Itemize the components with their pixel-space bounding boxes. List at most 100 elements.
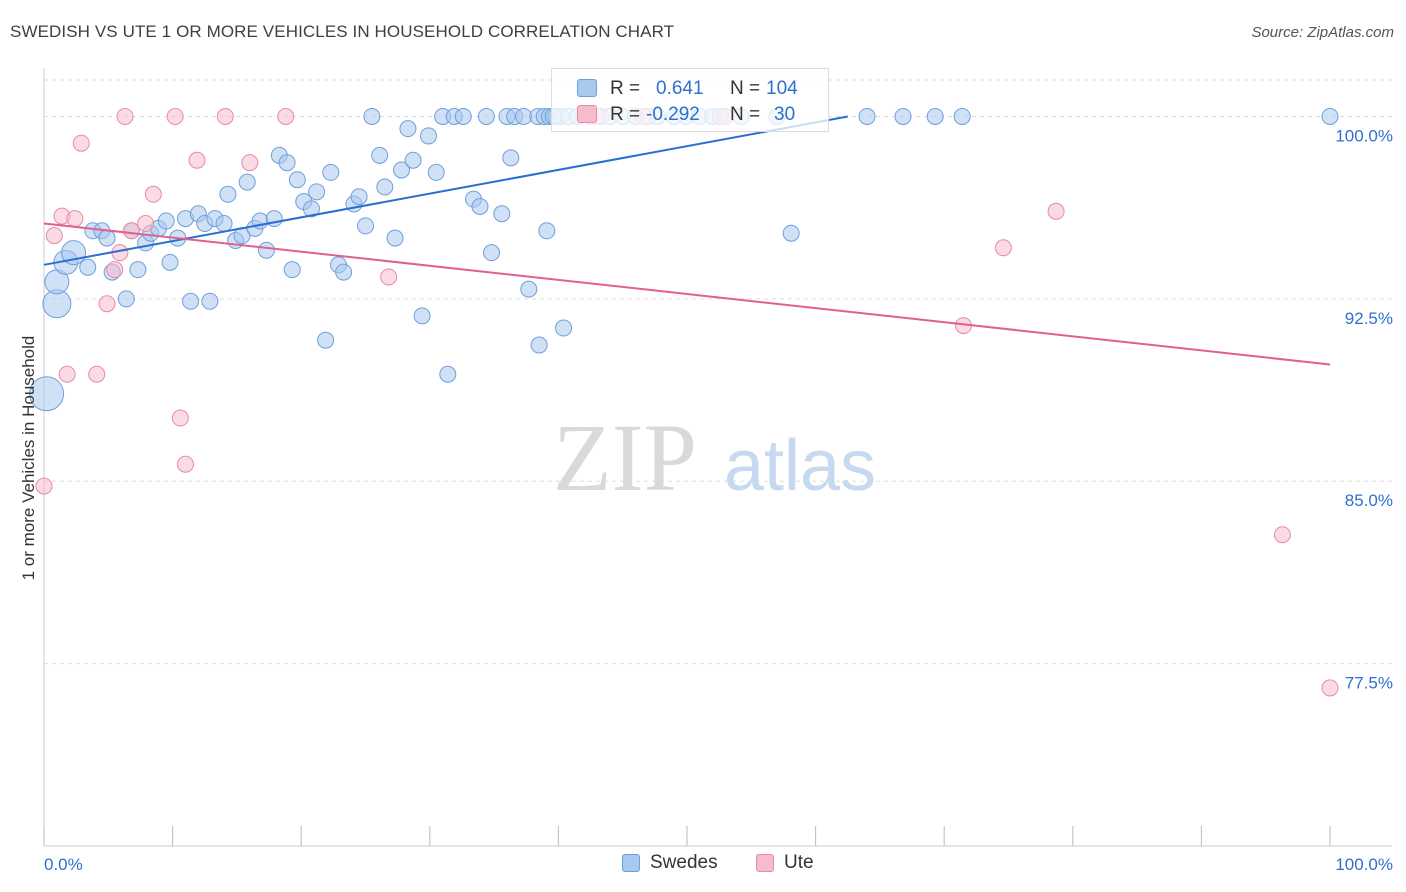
- legend-label-swedes: Swedes: [650, 852, 718, 873]
- data-points: [29, 107, 1339, 697]
- y-axis-label: 1 or more Vehicles in Household: [19, 336, 38, 581]
- swedes-point: [538, 222, 556, 240]
- swedes-point: [288, 171, 306, 189]
- swedes-point: [98, 229, 116, 247]
- swedes-point: [483, 244, 501, 262]
- swedes-trend-line: [43, 115, 848, 266]
- swedes-point: [257, 241, 275, 259]
- legend-label-ute: Ute: [784, 852, 814, 873]
- swedes-point: [322, 163, 340, 181]
- swedes-point: [302, 200, 320, 218]
- swedes-point: [308, 183, 326, 201]
- ute-point: [216, 107, 234, 125]
- swedes-point: [393, 161, 411, 179]
- swedes-point: [493, 205, 511, 223]
- ute-point: [66, 210, 84, 228]
- legend-item-ute[interactable]: Ute: [756, 852, 814, 874]
- ute-point: [176, 455, 194, 473]
- swedes-point: [953, 107, 971, 125]
- swedes-point: [29, 376, 65, 412]
- ute-point: [116, 107, 134, 125]
- x-tick-label: 0.0%: [44, 855, 83, 874]
- ute-point: [137, 214, 155, 232]
- y-tick-label: 100.0%: [1335, 126, 1393, 145]
- swedes-point: [782, 224, 800, 242]
- ute-point: [144, 185, 162, 203]
- y-tick-label: 92.5%: [1345, 309, 1393, 328]
- stats-box: R = 0.641 N = 104 R = -0.292 N = 30: [551, 68, 829, 132]
- ute-trend-line: [43, 222, 1331, 366]
- swedes-point: [157, 212, 175, 230]
- swedes-point: [357, 217, 374, 235]
- ute-point: [277, 107, 295, 125]
- swedes-point: [278, 154, 296, 172]
- swedes-point: [520, 280, 538, 298]
- legend-item-swedes[interactable]: Swedes: [622, 852, 718, 874]
- swedes-point: [427, 163, 445, 181]
- n-label: N =: [730, 78, 761, 99]
- swedes-point: [363, 107, 381, 125]
- swedes-point: [117, 290, 135, 308]
- swedes-point: [219, 185, 237, 203]
- ute-point: [45, 227, 63, 245]
- swedes-point: [530, 336, 548, 354]
- legend-swatch-swedes: [622, 854, 640, 872]
- chart-source: Source: ZipAtlas.com: [1251, 24, 1394, 41]
- swedes-point: [201, 292, 219, 310]
- watermark-atlas: atlas: [724, 426, 876, 506]
- swedes-point: [79, 258, 97, 276]
- n-label: N =: [730, 104, 761, 125]
- swedes-point: [215, 214, 233, 232]
- ute-point: [72, 134, 90, 152]
- ute-point: [994, 239, 1012, 257]
- chart-legend: Swedes Ute: [0, 852, 1406, 876]
- swedes-point: [129, 261, 147, 279]
- swedes-point: [555, 319, 573, 337]
- swedes-point: [283, 261, 301, 279]
- swedes-swatch: [577, 79, 597, 97]
- ute-point: [166, 107, 184, 125]
- ute-point: [188, 151, 206, 169]
- swedes-point: [515, 107, 533, 125]
- n-value-swedes: 104: [766, 78, 798, 99]
- ute-point: [35, 477, 53, 495]
- swedes-point: [238, 173, 256, 191]
- chart-title: SWEDISH VS UTE 1 OR MORE VEHICLES IN HOU…: [10, 22, 675, 41]
- swedes-point: [454, 107, 472, 125]
- r-value-ute: -0.292: [646, 104, 700, 125]
- ute-point: [122, 222, 140, 240]
- ute-point: [106, 261, 124, 279]
- ute-point: [1273, 526, 1291, 544]
- swedes-point: [371, 146, 389, 164]
- r-label: R =: [610, 78, 641, 99]
- swedes-point: [404, 151, 422, 169]
- swedes-point: [894, 107, 912, 125]
- r-label: R =: [610, 104, 641, 125]
- swedes-point: [502, 149, 520, 167]
- swedes-point: [477, 107, 495, 125]
- swedes-point: [858, 107, 876, 125]
- swedes-point: [399, 120, 417, 138]
- watermark: ZIP atlas: [553, 404, 876, 511]
- swedes-point: [1321, 107, 1339, 125]
- trend-lines: [43, 115, 1331, 366]
- legend-swatch-ute: [756, 854, 774, 872]
- ute-point: [98, 295, 116, 313]
- swedes-point: [471, 197, 489, 215]
- stats-row-swedes: R = 0.641 N = 104: [552, 74, 828, 102]
- ute-swatch: [577, 105, 597, 123]
- swedes-point: [439, 365, 457, 383]
- swedes-point: [420, 127, 438, 145]
- swedes-point: [926, 107, 944, 125]
- swedes-point: [350, 188, 368, 206]
- swedes-point: [386, 229, 404, 247]
- watermark-zip: ZIP: [553, 404, 697, 511]
- swedes-point: [335, 263, 353, 281]
- swedes-point: [317, 331, 335, 349]
- ute-point: [171, 409, 189, 427]
- swedes-point: [376, 178, 394, 196]
- x-tick-label: 100.0%: [1335, 855, 1393, 874]
- stats-row-ute: R = -0.292 N = 30: [552, 100, 828, 128]
- y-tick-label: 85.0%: [1345, 491, 1393, 510]
